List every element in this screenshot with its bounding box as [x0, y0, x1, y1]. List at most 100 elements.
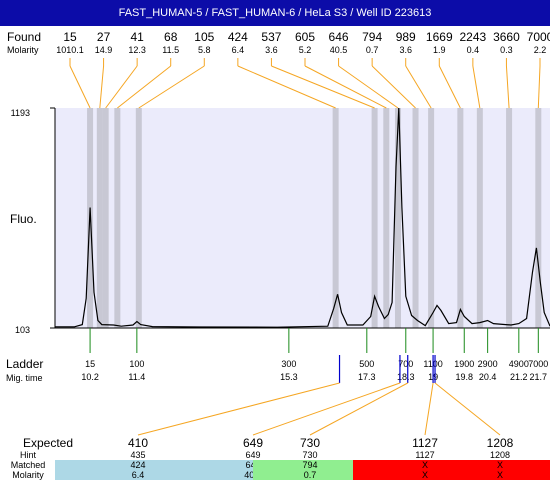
found-peak-band: [332, 108, 339, 328]
found-connector: [69, 65, 91, 109]
hint-value: 1127: [415, 450, 434, 460]
found-size-label: 15: [63, 30, 77, 44]
found-connector: [537, 65, 541, 109]
fluorescence-trace: [55, 107, 550, 328]
found-molarity-label: 2.2: [534, 45, 547, 55]
found-size-label: 424: [228, 30, 248, 44]
found-peak-band: [394, 108, 401, 328]
mig-time-value: 17.3: [358, 372, 376, 382]
found-peak-band: [135, 108, 142, 328]
ladder-size-label: 4900: [509, 359, 529, 369]
found-label: Found: [7, 30, 41, 44]
matched-cell-bg: [195, 460, 253, 480]
found-molarity-label: 11.5: [162, 45, 179, 55]
found-connector: [438, 65, 461, 109]
mig-time-value: 21.7: [530, 372, 548, 382]
found-connector: [138, 65, 205, 109]
found-peak-band: [457, 108, 464, 328]
ladder-size-label: 2900: [478, 359, 498, 369]
match-connector: [309, 382, 408, 436]
found-molarity-label: 5.8: [198, 45, 211, 55]
molarity-value: 0.7: [304, 470, 317, 480]
mig-time-value: 10.2: [81, 372, 99, 382]
found-connector: [505, 65, 510, 109]
found-molarity-label: 1010.1: [56, 45, 84, 55]
found-peak-band: [506, 108, 513, 328]
expected-value: 1127: [412, 436, 438, 450]
found-molarity-label: 6.4: [232, 45, 245, 55]
ladder-size-label: 1900: [454, 359, 474, 369]
found-molarity-label: 0.3: [500, 45, 513, 55]
expected-value: 649: [243, 436, 263, 450]
match-connector: [137, 382, 340, 436]
found-size-label: 1669: [426, 30, 453, 44]
found-molarity-label: 14.9: [95, 45, 113, 55]
mig-time-value: 18.3: [397, 372, 415, 382]
matched-value: 424: [130, 460, 145, 470]
mig-time-value: 19.8: [455, 372, 473, 382]
found-size-label: 7000: [527, 30, 550, 44]
expected-value: 1208: [487, 436, 514, 450]
plot-background: [55, 108, 550, 328]
hint-value: 730: [302, 450, 317, 460]
matched-cell-bg: [55, 460, 195, 480]
ladder-size-label: 100: [129, 359, 144, 369]
ladder-size-label: 7000: [528, 359, 548, 369]
found-molarity-label: 5.2: [299, 45, 312, 55]
found-molarity-label: 0.7: [366, 45, 379, 55]
found-size-label: 605: [295, 30, 315, 44]
found-molarity-label: 1.9: [433, 45, 446, 55]
found-connector: [117, 65, 172, 109]
mig-time-value: 11.4: [128, 372, 145, 382]
found-connector: [304, 65, 387, 109]
match-connector: [252, 382, 401, 436]
ladder-size-label: 15: [85, 359, 95, 369]
found-size-label: 105: [194, 30, 214, 44]
found-molarity-label: 0.4: [467, 45, 480, 55]
mig-time-label: Mig. time: [6, 373, 43, 383]
found-peak-band: [371, 108, 378, 328]
found-connector: [99, 65, 105, 109]
matched-cell-bg: [253, 460, 353, 480]
matched-cell-bg: [460, 460, 550, 480]
hint-value: 435: [130, 450, 145, 460]
matched-value: X: [497, 460, 503, 470]
expected-value: 730: [300, 436, 320, 450]
molarity-bottom-label: Molarity: [12, 470, 44, 480]
found-connector: [237, 65, 336, 109]
matched-cell-bg: [353, 460, 460, 480]
hint-label: Hint: [20, 450, 37, 460]
found-peak-band: [412, 108, 419, 328]
ladder-size-label: 300: [281, 359, 296, 369]
found-molarity-label: 3.6: [265, 45, 278, 55]
molarity-value: X: [422, 470, 428, 480]
found-peak-band: [535, 108, 542, 328]
found-size-label: 646: [329, 30, 349, 44]
found-connector: [271, 65, 375, 109]
found-connector: [371, 65, 416, 109]
expected-label: Expected: [23, 436, 73, 450]
found-size-label: 68: [164, 30, 178, 44]
found-connector: [105, 65, 138, 109]
found-molarity-label: 3.6: [399, 45, 412, 55]
found-molarity-label: 40.5: [330, 45, 348, 55]
found-connector: [405, 65, 432, 109]
found-peak-band: [96, 108, 103, 328]
mig-time-value: 21.2: [510, 372, 528, 382]
molarity-value: 6.4: [132, 470, 145, 480]
chart-title: FAST_HUMAN-5 / FAST_HUMAN-6 / HeLa S3 / …: [0, 0, 550, 26]
found-size-label: 3660: [493, 30, 520, 44]
hint-value: 1208: [490, 450, 510, 460]
found-size-label: 537: [261, 30, 281, 44]
match-connector: [424, 382, 434, 436]
y-tick-max: 1193: [11, 108, 30, 118]
mig-time-value: 15.3: [280, 372, 298, 382]
found-size-label: 2243: [460, 30, 487, 44]
molarity-value: X: [497, 470, 503, 480]
ladder-size-label: 500: [359, 359, 374, 369]
matched-value: X: [422, 460, 428, 470]
mig-time-value: 20.4: [479, 372, 497, 382]
match-connector: [434, 382, 501, 436]
found-size-label: 27: [97, 30, 111, 44]
fluo-axis-label: Fluo.: [10, 212, 37, 226]
